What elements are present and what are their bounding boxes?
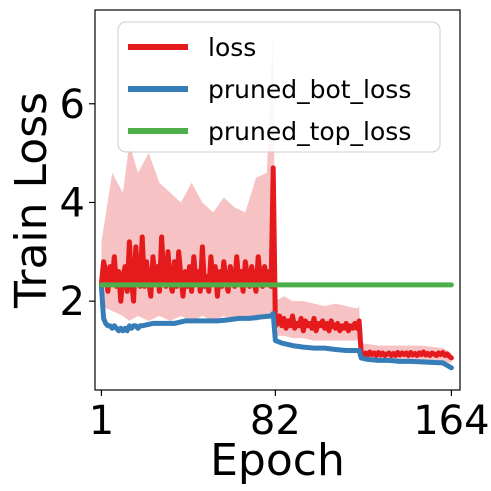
legend-label-pruned-bot-loss: pruned_bot_loss bbox=[208, 75, 411, 104]
x-tick-label: 164 bbox=[413, 398, 489, 444]
y-tick-label: 6 bbox=[60, 82, 85, 128]
y-tick-label: 4 bbox=[60, 180, 85, 226]
legend-box bbox=[117, 21, 441, 153]
legend-label-loss: loss bbox=[208, 33, 256, 62]
x-tick-label: 82 bbox=[250, 398, 301, 444]
y-axis-ticks: 2 4 6 bbox=[60, 82, 95, 325]
plot-area bbox=[94, 9, 461, 391]
x-axis-ticks: 1 82 164 bbox=[89, 390, 490, 444]
y-tick-label: 2 bbox=[60, 279, 85, 325]
legend: loss pruned_bot_loss pruned_top_loss bbox=[117, 21, 441, 153]
series-line-pruned-bot-loss bbox=[98, 283, 454, 371]
x-tick-label: 1 bbox=[89, 398, 114, 444]
y-axis-title: Train Loss bbox=[6, 92, 57, 309]
legend-label-pruned-top-loss: pruned_top_loss bbox=[208, 117, 411, 146]
x-axis-title: Epoch bbox=[210, 435, 345, 486]
plot-frame bbox=[94, 9, 461, 391]
series-lines bbox=[98, 165, 454, 371]
